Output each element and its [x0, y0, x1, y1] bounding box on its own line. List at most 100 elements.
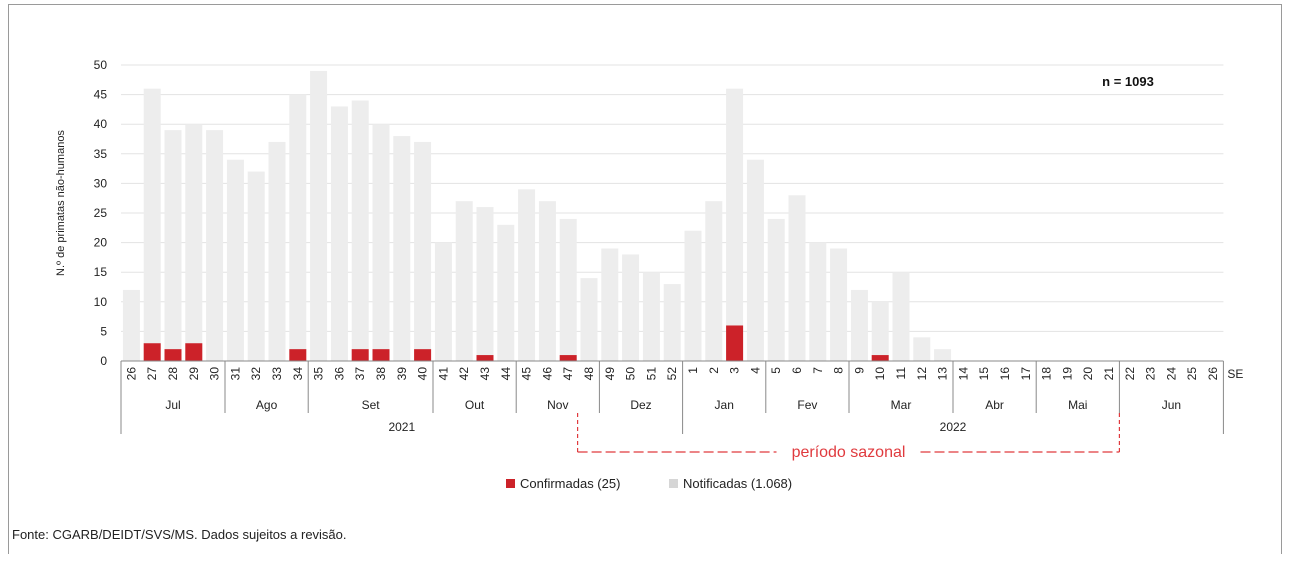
x-tick-label: 14 [956, 367, 970, 381]
x-tick-label: 19 [1060, 367, 1074, 381]
x-tick-label: 22 [1123, 367, 1137, 381]
x-tick-label: 45 [520, 367, 534, 381]
bar-notificadas [767, 218, 785, 361]
x-tick-label: 31 [228, 367, 242, 381]
bar-notificadas [310, 70, 328, 362]
x-tick-label: 39 [395, 367, 409, 381]
month-label: Mar [891, 398, 912, 412]
y-tick-label: 5 [100, 324, 107, 338]
y-axis-label: N.º de primatas não-humanos [55, 130, 67, 276]
bar-notificadas [330, 106, 348, 361]
bar-notificadas [289, 94, 307, 361]
month-label: Jul [165, 398, 180, 412]
bar-notificadas [518, 189, 536, 361]
month-label: Jun [1162, 398, 1181, 412]
x-tick-label: 47 [561, 367, 575, 381]
x-tick-label: 28 [166, 367, 180, 381]
x-tick-label: 38 [374, 367, 388, 381]
source-note: Fonte: CGARB/DEIDT/SVS/MS. Dados sujeito… [12, 527, 347, 542]
y-tick-label: 30 [94, 176, 108, 190]
bar-notificadas [871, 301, 889, 361]
bar-notificadas [601, 248, 619, 361]
bar-notificadas [143, 88, 161, 362]
bar-notificadas [684, 230, 702, 361]
bar-notificadas [726, 88, 744, 362]
bar-notificadas [434, 242, 452, 361]
x-tick-label: 12 [915, 367, 929, 381]
month-label: Ago [256, 398, 278, 412]
month-label: Mai [1068, 398, 1087, 412]
x-tick-label: 1 [686, 367, 700, 374]
bar-confirmadas [476, 355, 494, 361]
bar-notificadas [247, 171, 265, 361]
seasonal-period-label: período sazonal [792, 444, 906, 461]
y-tick-label: 25 [94, 206, 108, 220]
x-tick-label: 36 [332, 367, 346, 381]
bar-notificadas [663, 284, 681, 361]
bar-confirmadas [185, 343, 203, 361]
bar-notificadas [393, 136, 411, 361]
bar-notificadas [622, 254, 640, 361]
x-tick-label: 26 [124, 367, 138, 381]
x-tick-label: 50 [624, 367, 638, 381]
bar-notificadas [934, 349, 952, 361]
bar-notificadas [455, 201, 473, 361]
x-tick-label: 44 [499, 367, 513, 381]
bar-confirmadas [289, 349, 307, 361]
bar-notificadas [850, 289, 868, 361]
x-tick-label: 32 [249, 367, 263, 381]
bar-notificadas [372, 124, 390, 361]
month-label: Jan [715, 398, 734, 412]
x-tick-label: 34 [291, 367, 305, 381]
bar-confirmadas [351, 349, 369, 361]
x-tick-label: 13 [936, 367, 950, 381]
x-tick-label: 23 [1144, 367, 1158, 381]
sample-size-annotation: n = 1093 [1102, 74, 1154, 89]
x-tick-label: 11 [894, 367, 908, 380]
x-tick-label: 41 [436, 367, 450, 381]
bar-notificadas [705, 201, 723, 361]
month-label: Dez [630, 398, 651, 412]
x-tick-label: 29 [187, 367, 201, 381]
bar-notificadas [830, 248, 848, 361]
x-tick-label: 49 [603, 367, 617, 381]
x-tick-label: 4 [748, 367, 762, 374]
bar-confirmadas [726, 325, 744, 361]
legend-swatch-notificadas [669, 479, 678, 488]
bar-notificadas [122, 289, 140, 361]
x-tick-label: 51 [644, 367, 658, 381]
bar-notificadas [414, 141, 432, 361]
bar-notificadas [788, 195, 806, 361]
x-tick-label: 27 [145, 367, 159, 381]
y-tick-label: 35 [94, 147, 108, 161]
legend-label-notificadas: Notificadas (1.068) [683, 476, 792, 491]
y-tick-label: 45 [94, 88, 108, 102]
x-tick-label: 43 [478, 367, 492, 381]
y-tick-label: 10 [94, 295, 108, 309]
x-tick-label: 18 [1040, 367, 1054, 381]
bar-notificadas [559, 218, 577, 361]
x-tick-label: 16 [998, 367, 1012, 381]
bar-notificadas [268, 141, 286, 361]
x-tick-label: 25 [1185, 367, 1199, 381]
bar-notificadas [913, 337, 931, 361]
x-tick-label: 33 [270, 367, 284, 381]
y-tick-label: 0 [100, 354, 107, 368]
x-tick-label: 15 [977, 367, 991, 381]
x-tick-label: 10 [873, 367, 887, 381]
bar-confirmadas [143, 343, 161, 361]
bar-notificadas [351, 100, 369, 362]
x-tick-label: 2 [707, 367, 721, 374]
bar-confirmadas [414, 349, 432, 361]
x-tick-label: 21 [1102, 367, 1116, 381]
bar-notificadas [580, 278, 598, 361]
x-tick-label: 26 [1206, 367, 1220, 381]
chart-frame [8, 4, 1282, 554]
month-label: Fev [797, 398, 817, 412]
bar-confirmadas [871, 355, 889, 361]
year-label: 2022 [940, 420, 967, 434]
month-label: Set [362, 398, 381, 412]
x-tick-label: 30 [208, 367, 222, 381]
x-tick-label: 52 [665, 367, 679, 381]
